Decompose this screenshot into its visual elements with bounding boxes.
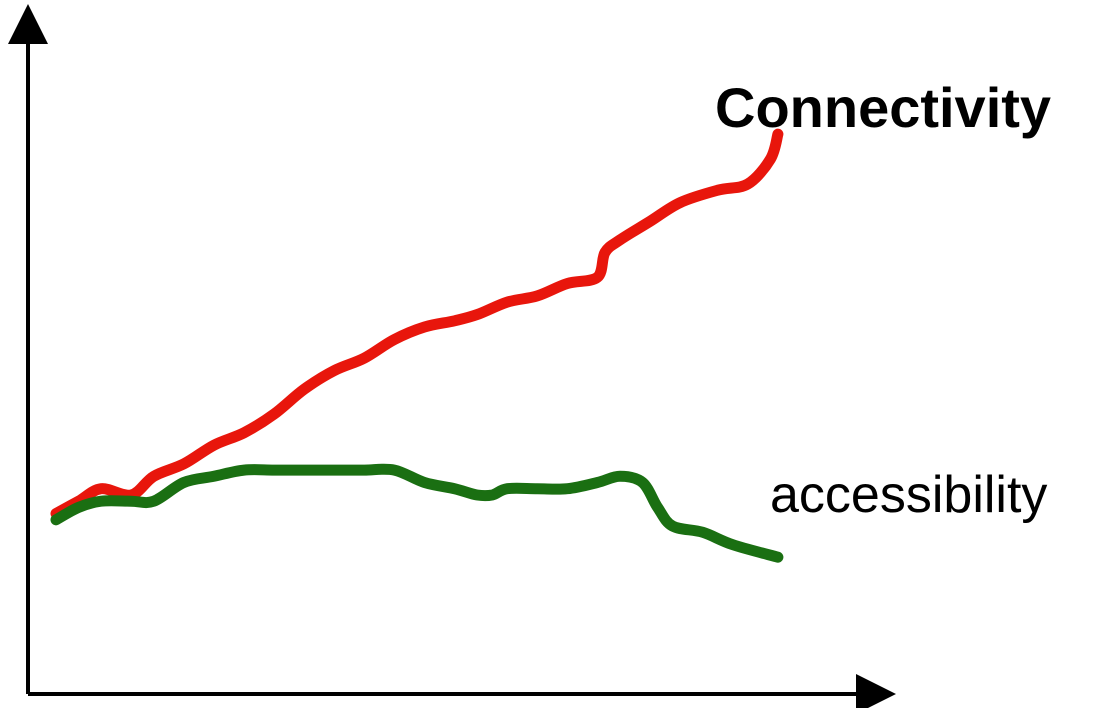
accessibility-label: accessibility [770, 466, 1047, 524]
axes [8, 4, 896, 708]
series-layer [50, 128, 784, 563]
accessibility-series-line [50, 463, 784, 563]
connectivity-label: Connectivity [715, 76, 1051, 139]
connectivity-series-line [50, 128, 784, 520]
